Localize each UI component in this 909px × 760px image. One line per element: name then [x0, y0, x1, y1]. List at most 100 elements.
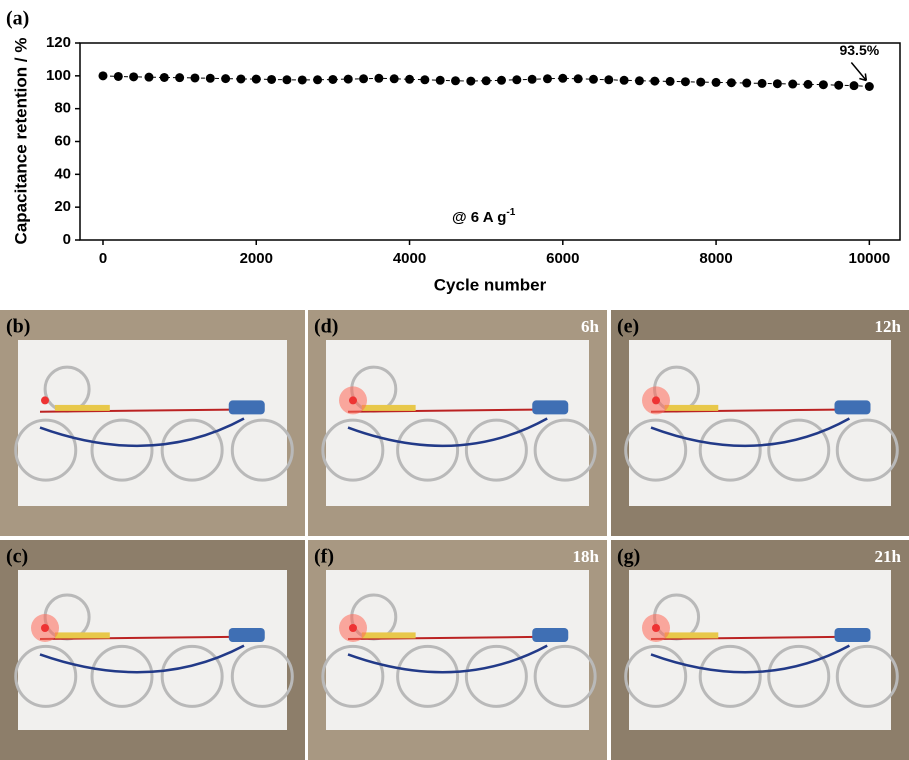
data-point [436, 76, 445, 85]
x-tick-label: 6000 [546, 250, 579, 267]
photo-panel: (c) [0, 540, 305, 760]
data-point [129, 72, 138, 81]
y-tick-label: 40 [54, 165, 71, 182]
x-tick-label: 2000 [240, 250, 273, 267]
panel-label: (g) [617, 546, 640, 568]
panel-label: (d) [314, 316, 338, 338]
data-point [696, 78, 705, 87]
x-tick-label: 0 [99, 250, 107, 267]
figure: (a) Cycle number Capacitance retention /… [0, 0, 909, 760]
x-axis-label: Cycle number [434, 275, 547, 294]
end-label: 93.5% [839, 42, 879, 58]
data-point [758, 79, 767, 88]
annotation: @ 6 A g-1 [452, 207, 516, 226]
data-point [620, 76, 629, 85]
led [652, 396, 660, 404]
data-point [528, 75, 537, 84]
panel-label: (c) [6, 546, 28, 568]
connector [362, 632, 416, 638]
data-point [190, 73, 199, 82]
data-point [236, 74, 245, 83]
connector [665, 405, 719, 411]
panel-label: (f) [314, 546, 334, 568]
data-point [850, 81, 859, 90]
clip [532, 400, 568, 414]
clip [229, 628, 265, 642]
y-tick-label: 20 [54, 198, 71, 215]
data-point [420, 75, 429, 84]
led [41, 624, 49, 632]
data-point [390, 74, 399, 83]
led [652, 624, 660, 632]
data-point [604, 75, 613, 84]
annotation-text: @ 6 A g [452, 209, 506, 226]
y-tick-label: 60 [54, 132, 71, 149]
data-point [344, 75, 353, 84]
time-label: 18h [573, 547, 600, 566]
connector [55, 405, 110, 411]
data-point [712, 78, 721, 87]
data-point [865, 82, 874, 91]
data-point [328, 75, 337, 84]
data-point [160, 73, 169, 82]
time-label: 21h [875, 547, 902, 566]
end-arrow [851, 63, 866, 81]
y-tick-label: 120 [46, 34, 71, 51]
time-label: 12h [875, 317, 902, 336]
data-point [466, 77, 475, 86]
photo-panel: (g) 21h [611, 540, 909, 760]
data-point [221, 74, 230, 83]
connector [362, 405, 416, 411]
data-point [374, 74, 383, 83]
y-axis-label: Capacitance retention / % [11, 38, 30, 245]
led [41, 396, 49, 404]
data-point [405, 75, 414, 84]
y-tick-label: 0 [63, 231, 71, 248]
data-point [313, 75, 322, 84]
data-point [773, 79, 782, 88]
data-point [451, 76, 460, 85]
photo-panel: (e) 12h [611, 310, 909, 536]
connector [55, 632, 110, 638]
data-point [666, 77, 675, 86]
y-tick-label: 80 [54, 100, 71, 117]
data-point [282, 75, 291, 84]
time-label: 6h [581, 317, 600, 336]
data-point [834, 81, 843, 90]
data-point [788, 80, 797, 89]
data-point [175, 73, 184, 82]
clip [835, 400, 871, 414]
panel-label: (a) [6, 8, 29, 30]
clip [532, 628, 568, 642]
data-point [543, 74, 552, 83]
data-point [497, 76, 506, 85]
data-point [742, 79, 751, 88]
data-point [727, 78, 736, 87]
led [349, 624, 357, 632]
data-point [558, 74, 567, 83]
x-tick-label: 4000 [393, 250, 426, 267]
data-point [482, 76, 491, 85]
panel-label: (e) [617, 316, 639, 338]
x-tick-label: 8000 [699, 250, 732, 267]
data-point [298, 75, 307, 84]
data-point [635, 76, 644, 85]
clip [229, 400, 265, 414]
data-point [252, 75, 261, 84]
photo-panel: (f) 18h [308, 540, 607, 760]
connector [665, 632, 719, 638]
data-point [98, 71, 107, 80]
data-point [206, 74, 215, 83]
photo-panel: (d) 6h [308, 310, 607, 536]
data-point [819, 80, 828, 89]
led [349, 396, 357, 404]
x-tick-label: 10000 [848, 250, 890, 267]
data-point [512, 75, 521, 84]
data-point [114, 72, 123, 81]
data-point [267, 75, 276, 84]
data-point [804, 80, 813, 89]
y-tick-label: 100 [46, 67, 71, 84]
data-point [681, 77, 690, 86]
panel-label: (b) [6, 316, 30, 338]
data-point [589, 75, 598, 84]
